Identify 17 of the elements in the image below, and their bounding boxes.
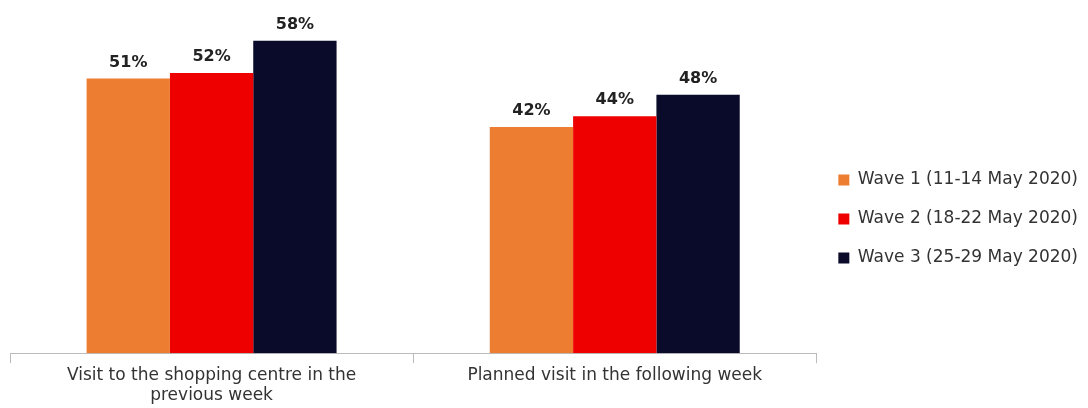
data-label: 58% <box>275 13 315 33</box>
data-label: 51% <box>109 51 148 71</box>
bar <box>489 126 574 354</box>
data-label: 52% <box>192 46 231 66</box>
data-label: 48% <box>678 67 718 87</box>
bar <box>253 40 337 354</box>
x-tick-label: Visit to the shopping centre in the previous week <box>66 363 357 405</box>
bar <box>86 78 170 354</box>
bar <box>656 94 740 354</box>
legend-label: Wave 2 (18-22 May 2020) <box>857 207 1079 228</box>
data-label: 42% <box>512 100 551 120</box>
legend-label: Wave 1 (11-14 May 2020) <box>857 168 1079 189</box>
bar <box>573 116 657 354</box>
bar <box>169 73 254 354</box>
data-label: 44% <box>595 89 634 109</box>
x-tick-label: Planned visit in the following week <box>467 363 763 384</box>
legend-label: Wave 3 (25-29 May 2020) <box>857 246 1079 267</box>
